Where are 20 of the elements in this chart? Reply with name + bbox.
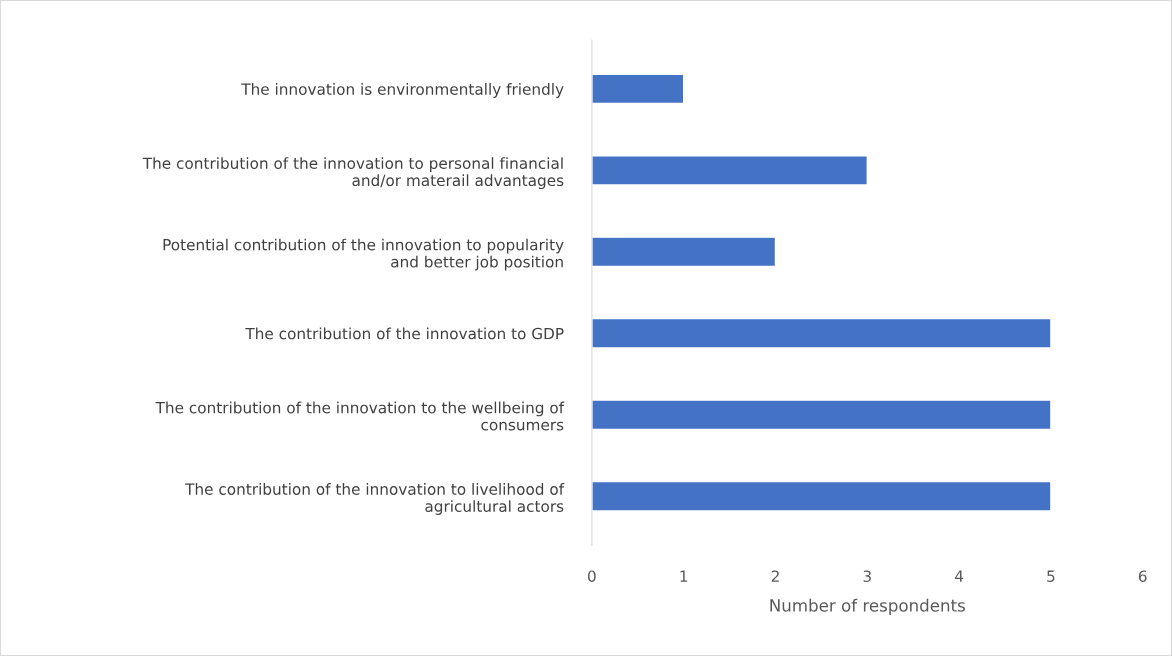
y-tick-label: The innovation is environmentally friendly xyxy=(241,83,564,98)
bar xyxy=(591,236,777,268)
x-tick-label: 2 xyxy=(771,570,779,582)
y-tick-label: The contribution of the innovation to personal financial and/or materail advantages xyxy=(142,157,564,190)
x-tick-label: 1 xyxy=(680,570,688,582)
y-tick-label: The contribution of the innovation to the wellbeing of consumers xyxy=(155,401,565,431)
y-tick-label: Potential contribution of the innovation to popularity and better job position xyxy=(163,238,564,271)
y-tick-label: The contribution of the innovation to livelihood of agricultural actors xyxy=(185,483,565,515)
x-tick-label: 3 xyxy=(863,570,871,582)
bar xyxy=(591,480,1052,512)
bar xyxy=(591,155,868,186)
bar xyxy=(591,399,1052,431)
bar xyxy=(591,73,685,105)
x-tick-label: 5 xyxy=(1047,570,1055,582)
x-tick-label: 4 xyxy=(954,570,964,582)
y-tick-label: The contribution of the innovation to GDP xyxy=(245,327,564,340)
x-tick-label: 0 xyxy=(588,570,596,582)
bar xyxy=(591,317,1052,349)
x-tick-label: 6 xyxy=(1138,570,1147,582)
x-axis-title: Number of respondents xyxy=(770,598,965,615)
